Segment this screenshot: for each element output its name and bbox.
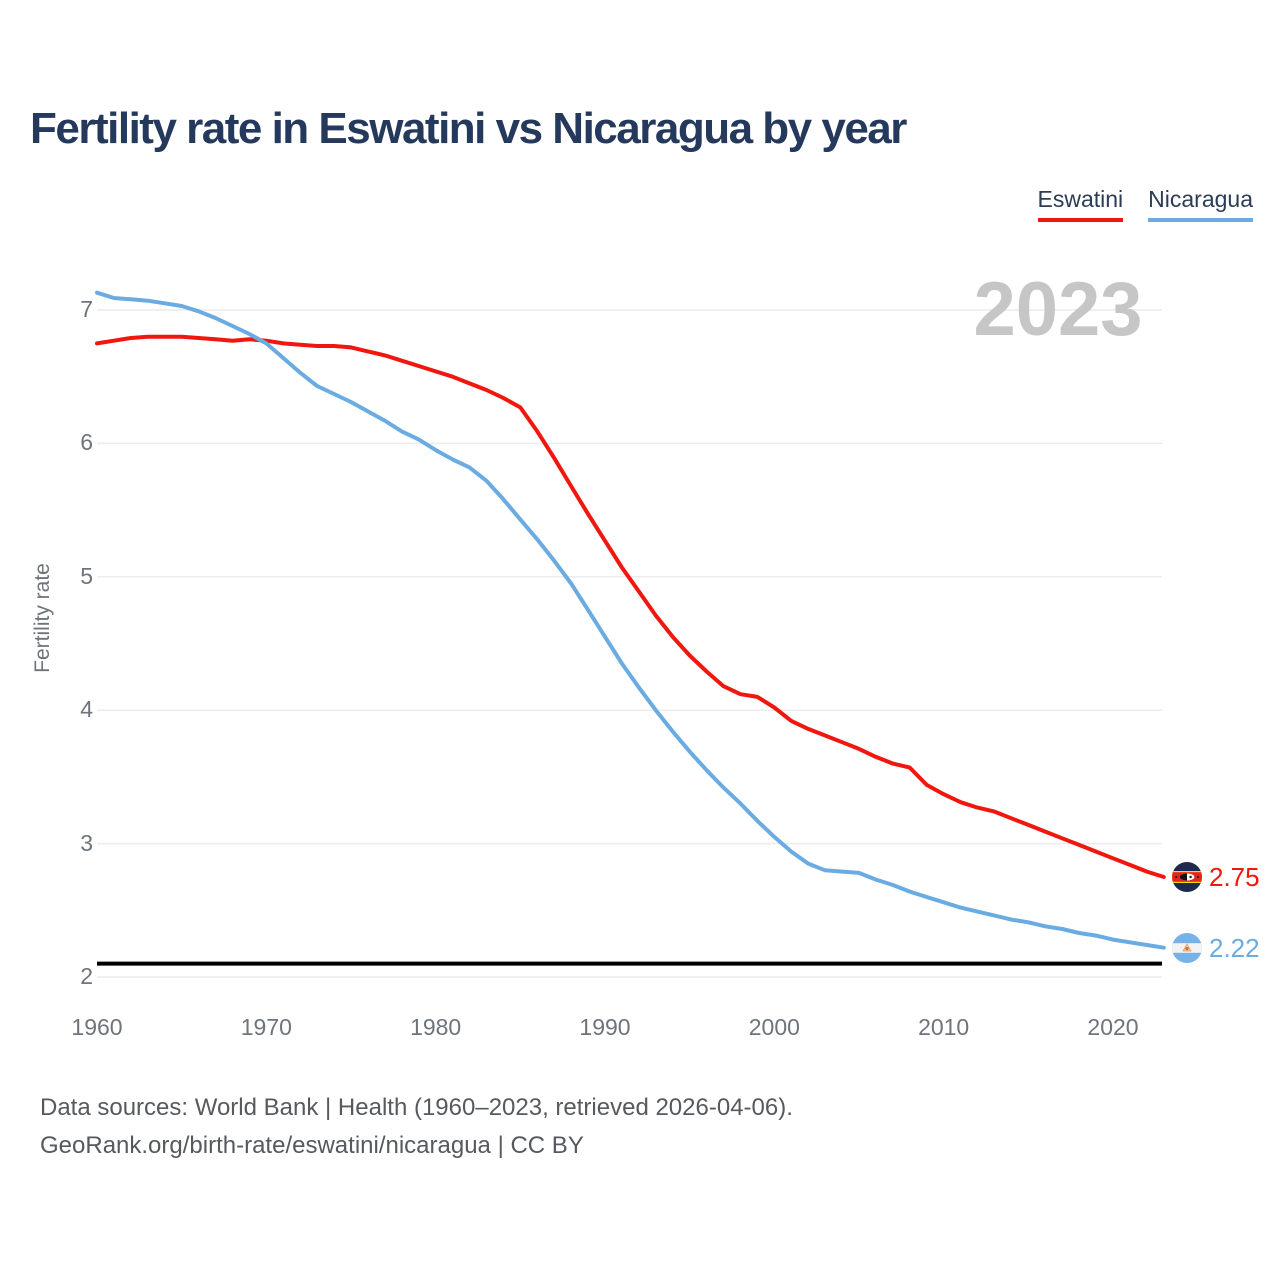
year-watermark: 2023 <box>973 267 1143 352</box>
nicaragua-flag-icon <box>1172 932 1202 963</box>
legend-label: Nicaragua <box>1148 186 1253 212</box>
x-tick-label: 1970 <box>240 1014 292 1040</box>
y-tick-label: 2 <box>80 963 93 989</box>
eswatini-flag-icon <box>1172 861 1202 892</box>
x-tick-label: 1990 <box>579 1014 631 1040</box>
legend-label: Eswatini <box>1037 186 1124 212</box>
x-tick-label: 1980 <box>410 1014 462 1040</box>
x-tick-label: 2020 <box>1087 1014 1139 1040</box>
nicaragua-end-label: 2.22 <box>1172 932 1260 963</box>
x-tick-label: 1960 <box>71 1014 123 1040</box>
y-tick-label: 7 <box>80 296 93 322</box>
y-tick-label: 6 <box>80 429 93 456</box>
legend-item-eswatini[interactable]: Eswatini <box>1037 186 1124 222</box>
x-tick-label: 2010 <box>918 1014 970 1040</box>
nicaragua-line <box>95 290 1166 950</box>
y-axis-title: Fertility rate <box>31 563 54 673</box>
data-sources-line: Data sources: World Bank | Health (1960–… <box>40 1094 793 1121</box>
eswatini-end-label: 2.75 <box>1172 861 1260 892</box>
legend-item-nicaragua[interactable]: Nicaragua <box>1148 186 1253 222</box>
nicaragua-end-value: 2.22 <box>1209 932 1260 963</box>
eswatini-end-value: 2.75 <box>1209 861 1260 892</box>
chart-legend: Eswatini Nicaragua <box>1037 186 1253 222</box>
y-tick-label: 3 <box>80 829 93 856</box>
y-tick-label: 4 <box>80 696 93 723</box>
page-title: Fertility rate in Eswatini vs Nicaragua … <box>30 104 907 153</box>
x-tick-label: 2000 <box>748 1014 800 1040</box>
eswatini-line <box>95 334 1166 879</box>
source-attribution: Data sources: World Bank | Health (1960–… <box>40 1089 793 1165</box>
georank-credit-line: GeoRank.org/birth-rate/eswatini/nicaragu… <box>40 1132 584 1159</box>
y-tick-label: 5 <box>80 562 93 589</box>
